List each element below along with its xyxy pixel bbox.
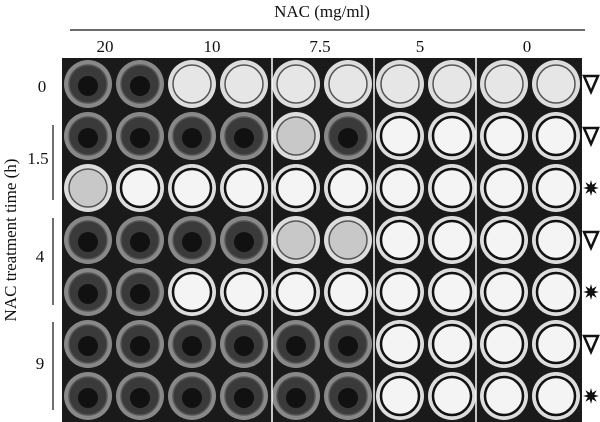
well-center bbox=[130, 336, 150, 356]
row-label: 4 bbox=[36, 247, 45, 266]
well-center bbox=[130, 284, 150, 304]
well bbox=[276, 116, 316, 156]
well bbox=[380, 64, 420, 104]
well bbox=[483, 167, 525, 209]
well bbox=[535, 167, 577, 209]
well bbox=[483, 115, 525, 157]
well-center bbox=[338, 388, 358, 408]
well bbox=[223, 271, 265, 313]
well bbox=[224, 64, 264, 104]
well bbox=[536, 64, 576, 104]
well bbox=[276, 64, 316, 104]
triangle-marker bbox=[582, 230, 600, 252]
well-center bbox=[130, 76, 150, 96]
well-center bbox=[130, 232, 150, 252]
star-marker bbox=[583, 180, 599, 196]
well-center bbox=[130, 128, 150, 148]
well-center bbox=[182, 128, 202, 148]
well bbox=[172, 64, 212, 104]
well-center bbox=[338, 336, 358, 356]
column-label: 20 bbox=[97, 37, 114, 56]
well bbox=[432, 64, 472, 104]
well-center bbox=[78, 336, 98, 356]
well bbox=[535, 271, 577, 313]
symbols bbox=[582, 74, 600, 404]
well bbox=[535, 115, 577, 157]
well bbox=[223, 167, 265, 209]
well bbox=[431, 271, 473, 313]
triangle-marker bbox=[582, 126, 600, 148]
well-center bbox=[182, 388, 202, 408]
triangle-marker bbox=[582, 74, 600, 96]
well bbox=[276, 220, 316, 260]
well bbox=[379, 323, 421, 365]
triangle-marker bbox=[582, 334, 600, 356]
well bbox=[275, 167, 317, 209]
well-center bbox=[286, 388, 306, 408]
well bbox=[535, 375, 577, 417]
star-marker bbox=[583, 388, 599, 404]
column-label: 0 bbox=[523, 37, 532, 56]
well-center bbox=[234, 128, 254, 148]
well-center bbox=[234, 336, 254, 356]
well-center bbox=[286, 336, 306, 356]
well bbox=[535, 219, 577, 261]
well-center bbox=[78, 76, 98, 96]
well-center bbox=[338, 128, 358, 148]
well bbox=[431, 115, 473, 157]
well bbox=[484, 64, 524, 104]
well bbox=[171, 271, 213, 313]
well bbox=[483, 375, 525, 417]
well-center bbox=[182, 232, 202, 252]
well bbox=[431, 375, 473, 417]
well-center bbox=[234, 232, 254, 252]
well bbox=[327, 271, 369, 313]
column-label: 5 bbox=[416, 37, 425, 56]
well-center bbox=[78, 284, 98, 304]
column-label: 7.5 bbox=[309, 37, 330, 56]
star-marker bbox=[583, 284, 599, 300]
well bbox=[379, 167, 421, 209]
well bbox=[379, 271, 421, 313]
top-label: NAC (mg/ml) bbox=[274, 2, 370, 21]
row-label: 9 bbox=[36, 354, 45, 373]
well bbox=[379, 219, 421, 261]
well bbox=[68, 168, 108, 208]
side-label: NAC treatment time (h) bbox=[1, 159, 20, 322]
well-center bbox=[130, 388, 150, 408]
well bbox=[379, 375, 421, 417]
well bbox=[483, 271, 525, 313]
well bbox=[328, 220, 368, 260]
well bbox=[431, 219, 473, 261]
well bbox=[275, 271, 317, 313]
well-center bbox=[182, 336, 202, 356]
well bbox=[483, 323, 525, 365]
column-label: 10 bbox=[204, 37, 221, 56]
well bbox=[327, 167, 369, 209]
well bbox=[328, 64, 368, 104]
well bbox=[431, 323, 473, 365]
well bbox=[431, 167, 473, 209]
wells bbox=[64, 58, 580, 422]
well-center bbox=[78, 232, 98, 252]
row-label: 1.5 bbox=[27, 149, 48, 168]
row-label: 0 bbox=[38, 77, 47, 96]
well bbox=[483, 219, 525, 261]
well-center bbox=[78, 388, 98, 408]
well bbox=[379, 115, 421, 157]
well bbox=[535, 323, 577, 365]
well bbox=[119, 167, 161, 209]
well-center bbox=[78, 128, 98, 148]
well-center bbox=[234, 388, 254, 408]
well bbox=[171, 167, 213, 209]
